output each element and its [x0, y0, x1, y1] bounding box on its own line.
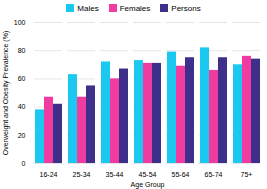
svg-text:Age Group: Age Group [131, 181, 165, 189]
html-text:Males: Males [77, 3, 99, 13]
svg-text:16-24: 16-24 [40, 171, 58, 178]
svg-text:55-64: 55-64 [172, 171, 190, 178]
svg-text:45-54: 45-54 [139, 171, 157, 178]
svg-text:60: 60 [18, 75, 26, 82]
svg-text:20: 20 [18, 132, 26, 139]
svg-text:0: 0 [22, 160, 26, 167]
svg-text:Overweight and Obesity Prevale: Overweight and Obesity Prevalence (%) [2, 31, 10, 156]
svg-text:75+: 75+ [241, 171, 253, 178]
svg-text:25-34: 25-34 [73, 171, 91, 178]
html-text:Females: Females [119, 3, 151, 13]
svg-text:100: 100 [14, 19, 26, 26]
svg-text:80: 80 [18, 47, 26, 54]
html-text:Persons: Persons [171, 3, 201, 13]
svg-text:65-74: 65-74 [205, 171, 223, 178]
svg-text:40: 40 [18, 103, 26, 110]
svg-text:35-44: 35-44 [106, 171, 124, 178]
